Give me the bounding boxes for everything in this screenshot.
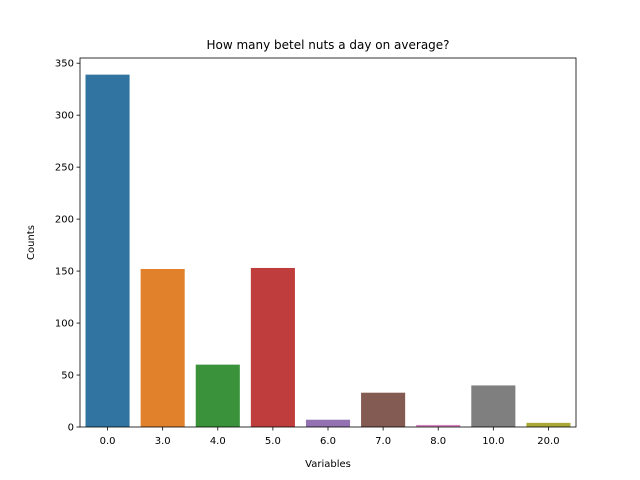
x-tick-label: 6.0 <box>320 436 336 447</box>
bar-8.0 <box>416 424 461 427</box>
y-tick-label: 50 <box>61 371 74 382</box>
x-axis-ticks: 0.0 3.0 4.0 5.0 6.0 7.0 8.0 10.0 20.0 <box>100 427 560 447</box>
x-tick-label: 8.0 <box>430 436 446 447</box>
bars-layer <box>85 74 571 428</box>
x-tick-label: 7.0 <box>375 436 391 447</box>
y-axis-label: Counts <box>26 225 37 260</box>
chart-title: How many betel nuts a day on average? <box>206 38 449 52</box>
y-tick-label: 350 <box>55 59 74 70</box>
x-tick-label: 20.0 <box>537 436 559 447</box>
y-tick-label: 250 <box>55 163 74 174</box>
bar-20.0 <box>526 422 571 427</box>
x-tick-label: 10.0 <box>482 436 504 447</box>
bar-4.0 <box>195 364 240 427</box>
bar-6.0 <box>305 419 351 427</box>
bar-3.0 <box>140 269 185 427</box>
x-tick-label: 5.0 <box>265 436 281 447</box>
bar-5.0 <box>250 267 295 427</box>
x-tick-label: 4.0 <box>210 436 226 447</box>
y-tick-label: 300 <box>55 111 74 122</box>
plot-frame <box>79 57 577 428</box>
y-tick-label: 150 <box>55 267 74 278</box>
y-tick-label: 100 <box>55 319 74 330</box>
x-tick-label: 0.0 <box>100 436 116 447</box>
x-axis-label: Variables <box>305 459 351 470</box>
y-tick-label: 0 <box>68 423 74 434</box>
bar-10.0 <box>471 385 516 427</box>
y-tick-label: 200 <box>55 215 74 226</box>
y-axis-ticks: 0 50 100 150 200 250 300 350 <box>55 59 80 434</box>
x-tick-label: 3.0 <box>155 436 171 447</box>
bar-0.0 <box>85 74 130 428</box>
bar-7.0 <box>361 392 406 427</box>
